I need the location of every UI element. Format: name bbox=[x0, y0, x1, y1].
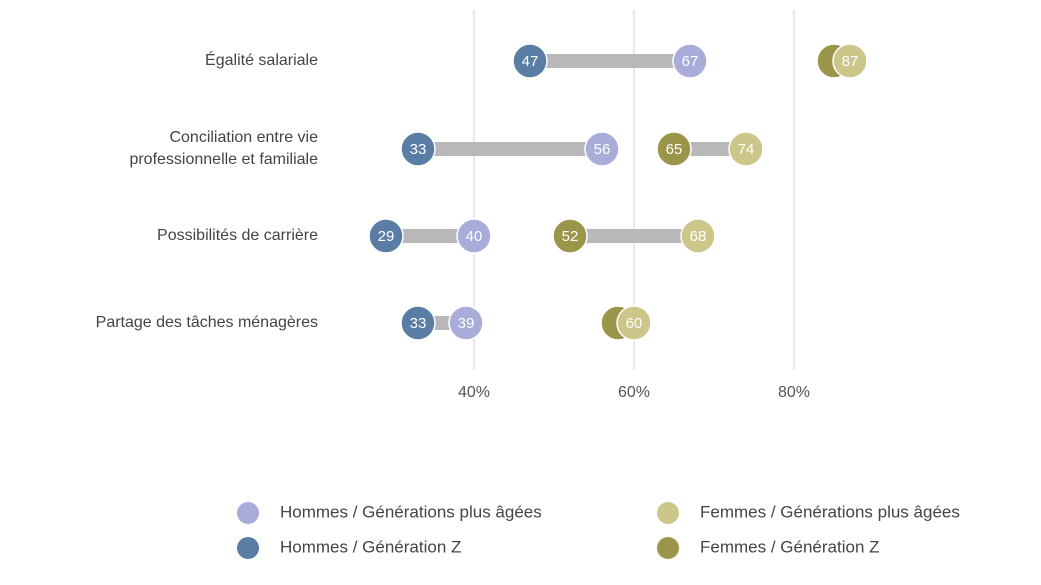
dot bbox=[672, 43, 708, 79]
connector bbox=[570, 229, 698, 243]
data-label: 52 bbox=[562, 228, 579, 245]
data-label: 68 bbox=[690, 228, 707, 245]
dot bbox=[448, 305, 484, 341]
connector bbox=[418, 142, 602, 156]
dot bbox=[512, 43, 548, 79]
dot bbox=[728, 131, 764, 167]
legend-label: Femmes / Génération Z bbox=[700, 537, 880, 556]
dot bbox=[656, 131, 692, 167]
data-label: 67 bbox=[682, 53, 699, 70]
category-label: Partage des tâches ménagères bbox=[96, 314, 318, 331]
data-label: 65 bbox=[666, 141, 683, 158]
connector bbox=[386, 229, 474, 243]
data-label: 60 bbox=[626, 315, 643, 332]
data-label: 39 bbox=[458, 315, 475, 332]
x-tick-label: 80% bbox=[778, 384, 810, 401]
dot bbox=[400, 131, 436, 167]
category-label: Possibilités de carrière bbox=[157, 227, 318, 244]
data-label: 40 bbox=[466, 228, 483, 245]
connector bbox=[674, 142, 746, 156]
legend-swatch bbox=[657, 537, 679, 559]
dot bbox=[400, 305, 436, 341]
dot bbox=[552, 218, 588, 254]
data-label: 33 bbox=[410, 141, 427, 158]
data-label: 33 bbox=[410, 315, 427, 332]
x-tick-label: 60% bbox=[618, 384, 650, 401]
dot bbox=[456, 218, 492, 254]
legend-label: Hommes / Génération Z bbox=[280, 537, 461, 556]
x-tick-label: 40% bbox=[458, 384, 490, 401]
dot bbox=[680, 218, 716, 254]
data-label: 56 bbox=[594, 141, 611, 158]
legend-label: Femmes / Générations plus âgées bbox=[700, 502, 960, 521]
data-label: 29 bbox=[378, 228, 395, 245]
legend-swatch bbox=[237, 537, 259, 559]
connector bbox=[530, 54, 690, 68]
data-label: 74 bbox=[738, 141, 755, 158]
dot bbox=[368, 218, 404, 254]
category-label: Conciliation entre vie bbox=[169, 129, 318, 146]
dot bbox=[616, 305, 652, 341]
category-label: Égalité salariale bbox=[205, 50, 318, 69]
legend-label: Hommes / Générations plus âgées bbox=[280, 502, 542, 521]
dot bbox=[584, 131, 620, 167]
legend-swatch bbox=[657, 502, 679, 524]
category-label: professionnelle et familiale bbox=[129, 151, 318, 168]
data-label: 47 bbox=[522, 53, 539, 70]
data-label: 87 bbox=[842, 53, 859, 70]
legend-swatch bbox=[237, 502, 259, 524]
dot bbox=[832, 43, 868, 79]
